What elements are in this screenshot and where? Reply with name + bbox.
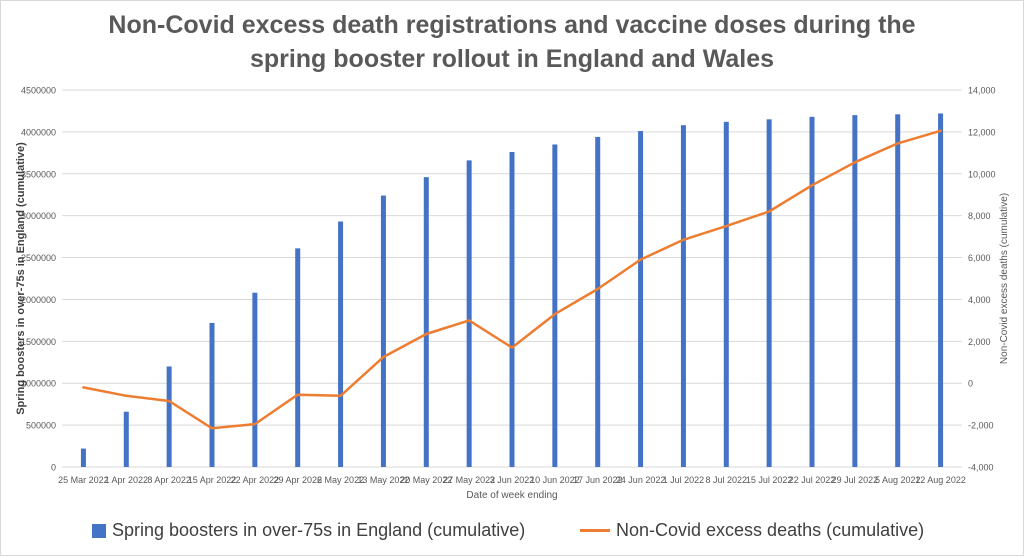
- bar: [595, 136, 601, 467]
- bar: [423, 177, 429, 467]
- line-point: [682, 238, 685, 241]
- y-tick-label: 2000000: [21, 295, 56, 305]
- x-tick-label: 20 May 2022: [400, 475, 452, 485]
- chart-title-line-1: Non-Covid excess death registrations and…: [108, 11, 916, 39]
- line-point: [553, 312, 557, 316]
- x-tick-label: 15 Jul 2022: [746, 475, 793, 485]
- line-point: [253, 422, 257, 426]
- line-point: [896, 142, 899, 145]
- x-tick-label: 29 Apr 2022: [273, 475, 322, 485]
- legend: Spring boosters in over-75s in England (…: [0, 520, 1024, 550]
- y2-tick-label: 10,000: [968, 169, 996, 179]
- line-point: [425, 332, 428, 336]
- x-tick-label: 29 Jul 2022: [832, 475, 879, 485]
- y2-tick-label: -4,000: [968, 463, 994, 473]
- y2-tick-label: 0: [968, 379, 973, 389]
- bar: [638, 131, 644, 467]
- x-tick-label: 1 Apr 2022: [105, 475, 149, 485]
- bar: [295, 248, 301, 467]
- line-point: [125, 394, 128, 397]
- line-point: [296, 393, 299, 396]
- x-tick-label: 25 Mar 2022: [58, 475, 109, 485]
- y2-tick-label: 12,000: [968, 127, 996, 137]
- bar: [895, 114, 901, 467]
- y-axis-title: Spring boosters in over-75s in England (…: [15, 142, 27, 415]
- x-tick-label: 17 Jun 2022: [573, 475, 623, 485]
- y2-tick-label: -2,000: [968, 421, 994, 431]
- x-tick-label: 10 Jun 2022: [530, 475, 580, 485]
- x-tick-label: 22 Jul 2022: [789, 475, 836, 485]
- bar: [552, 144, 558, 467]
- x-tick-label: 5 Aug 2022: [875, 475, 921, 485]
- y2-tick-label: 6,000: [968, 253, 991, 263]
- bar: [80, 448, 86, 467]
- x-tick-label: 15 Apr 2022: [188, 475, 237, 485]
- x-tick-label: 12 Aug 2022: [915, 475, 966, 485]
- line-point: [82, 386, 85, 389]
- y-tick-label: 2500000: [21, 253, 56, 263]
- y2-tick-label: 14,000: [968, 86, 996, 96]
- y2-tick-label: 8,000: [968, 211, 991, 221]
- line-point: [339, 394, 342, 397]
- bar: [852, 115, 858, 467]
- bar: [209, 322, 215, 467]
- legend-bar-swatch: [92, 523, 106, 538]
- chart-title-line-2: spring booster rollout in England and Wa…: [249, 45, 775, 73]
- x-tick-label: 13 May 2022: [357, 475, 409, 485]
- line-point: [939, 129, 942, 133]
- line-point: [510, 346, 514, 349]
- line-point: [725, 224, 728, 228]
- y-tick-label: 3000000: [21, 211, 56, 221]
- bar: [338, 221, 344, 467]
- y-tick-label: 500000: [26, 421, 56, 431]
- line-point: [167, 399, 171, 403]
- bar: [723, 121, 729, 467]
- legend-item-excess-deaths: Non-Covid excess deaths (cumulative): [580, 520, 924, 541]
- line-point: [467, 319, 471, 322]
- legend-item-boosters: Spring boosters in over-75s in England (…: [92, 520, 525, 541]
- y-tick-label: 1500000: [21, 337, 56, 347]
- y-tick-label: 0: [51, 463, 56, 473]
- bar: [466, 160, 472, 467]
- line-point: [210, 427, 214, 430]
- y-tick-label: 3500000: [21, 169, 56, 179]
- x-tick-label: 27 May 2022: [443, 475, 495, 485]
- line-point: [382, 355, 385, 359]
- bar: [809, 116, 815, 467]
- line-point: [810, 184, 814, 187]
- bar: [680, 125, 686, 467]
- x-axis-title: Date of week ending: [466, 490, 557, 501]
- x-tick-label: 8 Apr 2022: [147, 475, 191, 485]
- x-tick-label: 24 Jun 2022: [616, 475, 666, 485]
- legend-line-swatch: [580, 529, 610, 532]
- bar: [509, 151, 515, 468]
- legend-label-excess-deaths: Non-Covid excess deaths (cumulative): [616, 520, 925, 540]
- line-point: [853, 161, 857, 164]
- legend-label-boosters: Spring boosters in over-75s in England (…: [112, 520, 526, 540]
- line-point: [639, 258, 642, 261]
- y-tick-label: 4000000: [21, 127, 56, 137]
- y2-tick-label: 4,000: [968, 295, 991, 305]
- x-tick-label: 6 May 2022: [317, 475, 364, 485]
- y2-axis-title: Non-Covid excess deaths (cumulative): [999, 193, 1010, 364]
- y2-tick-label: 2,000: [968, 337, 991, 347]
- bar: [123, 411, 129, 467]
- bar: [166, 366, 172, 467]
- x-tick-label: 3 Jun 2022: [490, 475, 535, 485]
- chart-title: Non-Covid excess death registrations and…: [0, 8, 1024, 76]
- bar: [380, 195, 386, 467]
- line-point: [767, 210, 771, 213]
- y-tick-label: 4500000: [21, 86, 56, 96]
- bar: [766, 119, 772, 468]
- chart-area: 0 500000 1000000 1500000 2000000 2500000 30000…: [15, 86, 1010, 502]
- x-tick-label: 22 Apr 2022: [231, 475, 280, 485]
- bar: [252, 292, 258, 467]
- bar: [938, 113, 944, 468]
- y-tick-label: 1000000: [21, 379, 56, 389]
- x-tick-label: 8 Jul 2022: [706, 475, 748, 485]
- x-tick-label: 1 Jul 2022: [663, 475, 705, 485]
- line-point: [596, 287, 599, 291]
